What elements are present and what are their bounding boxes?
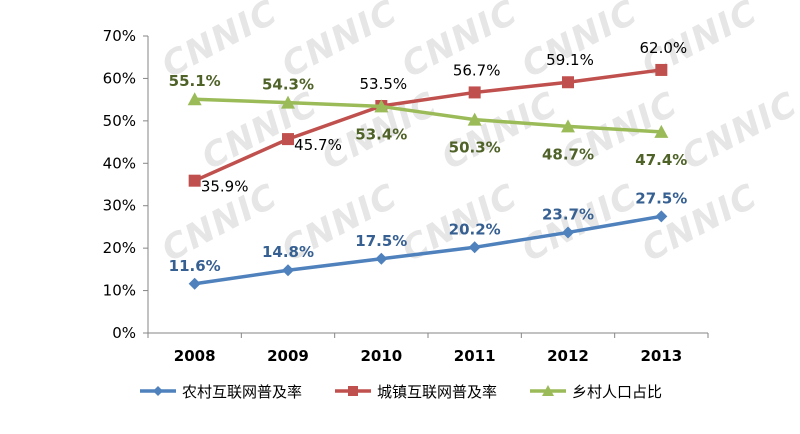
watermark-text: CNNIC xyxy=(435,84,564,178)
data-label: 27.5% xyxy=(635,189,687,207)
y-tick-label: 60% xyxy=(103,69,136,87)
data-point-marker xyxy=(468,241,481,254)
y-tick-label: 20% xyxy=(103,239,136,257)
data-point-marker xyxy=(374,99,389,113)
x-tick-label: 2009 xyxy=(267,347,309,365)
data-point-marker xyxy=(281,95,295,109)
data-label: 62.0% xyxy=(640,39,688,57)
legend-square-icon xyxy=(348,386,358,396)
data-label: 14.8% xyxy=(262,243,314,261)
data-point-marker xyxy=(561,119,575,133)
series-line-2 xyxy=(193,68,662,183)
legend: 农村互联网普及率 城镇互联网普及率 乡村人口占比 xyxy=(140,383,662,401)
data-label: 23.7% xyxy=(542,205,594,223)
y-tick-label: 70% xyxy=(103,27,136,45)
data-label: 47.4% xyxy=(635,151,687,169)
y-tick-label: 0% xyxy=(112,324,136,342)
data-point-marker xyxy=(282,264,294,277)
data-point-marker xyxy=(467,112,482,126)
data-label: 50.3% xyxy=(449,139,501,157)
data-point-marker xyxy=(562,226,574,239)
axes-layer: 0% 10% 20% 30% 40% 50% 60% 70% 2008 2009 2010 2011 2… xyxy=(103,27,709,365)
x-tick-label: 2010 xyxy=(360,347,402,365)
y-tick-label: 50% xyxy=(103,112,136,130)
legend-label: 城镇互联网普及率 xyxy=(377,383,497,401)
data-point-marker xyxy=(375,252,388,265)
data-label: 56.7% xyxy=(453,61,501,79)
data-point-marker xyxy=(468,86,481,99)
data-label: 45.7% xyxy=(294,136,342,154)
data-label: 20.2% xyxy=(449,220,501,238)
data-labels-layer: 11.6% 14.8% 17.5% 20.2% 23.7% 27.5% 35.9% 45.7%… xyxy=(169,39,688,275)
watermark-text: CNNIC xyxy=(675,84,800,178)
data-label: 35.9% xyxy=(201,178,249,196)
series-line-1 xyxy=(194,214,662,286)
series-line-3 xyxy=(194,97,662,134)
data-label: 48.7% xyxy=(542,145,594,163)
data-label: 59.1% xyxy=(546,51,594,69)
x-tick-label: 2012 xyxy=(547,347,589,365)
legend-diamond-icon xyxy=(153,386,163,396)
data-point-marker xyxy=(188,174,201,187)
data-label: 11.6% xyxy=(169,257,221,275)
data-label: 17.5% xyxy=(355,232,407,250)
data-label: 55.1% xyxy=(169,72,221,90)
data-point-marker xyxy=(655,63,668,76)
y-tick-label: 40% xyxy=(103,154,136,172)
legend-triangle-icon xyxy=(542,385,554,396)
watermark-text: CNNIC xyxy=(275,0,404,86)
data-label: 54.3% xyxy=(262,76,314,94)
data-label: 53.4% xyxy=(355,125,407,143)
y-tick-label: 10% xyxy=(103,282,136,300)
data-point-marker xyxy=(187,92,202,106)
data-point-marker xyxy=(188,277,201,290)
x-tick-label: 2008 xyxy=(174,347,216,365)
legend-label: 乡村人口占比 xyxy=(572,383,662,401)
series-layer xyxy=(187,63,669,290)
data-point-marker xyxy=(562,76,574,89)
data-point-marker xyxy=(282,133,294,146)
x-tick-label: 2013 xyxy=(640,347,682,365)
data-point-marker xyxy=(654,124,669,138)
legend-label: 农村互联网普及率 xyxy=(182,383,302,401)
x-tick-label: 2011 xyxy=(454,347,496,365)
data-label: 53.5% xyxy=(360,75,408,93)
y-tick-label: 30% xyxy=(103,197,136,215)
data-point-marker xyxy=(655,210,668,223)
